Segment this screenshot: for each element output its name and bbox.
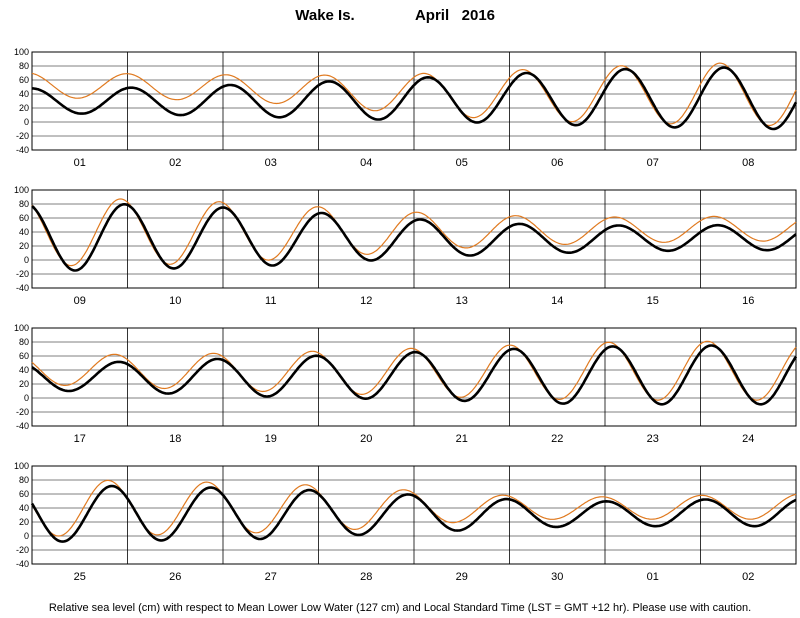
- day-label: 07: [647, 157, 659, 169]
- chart-footnote: Relative sea level (cm) with respect to …: [49, 602, 751, 614]
- y-tick-label: 60: [19, 489, 29, 499]
- day-label: 02: [742, 571, 754, 583]
- panel-1: 100 80 60 40 20 0 -20 -40 01 02 03 04 05 06 07 08: [14, 47, 798, 169]
- observed-line: [31, 62, 797, 127]
- y-tick-label: 0: [24, 255, 29, 265]
- y-tick-label: 100: [14, 185, 29, 195]
- y-tick-label: 40: [19, 503, 29, 513]
- y-tick-label: -40: [16, 421, 29, 431]
- day-label: 03: [265, 157, 277, 169]
- day-label: 01: [647, 571, 659, 583]
- predicted-line: [30, 484, 797, 543]
- y-tick-label: 100: [14, 47, 29, 57]
- day-label: 24: [742, 433, 754, 445]
- observed-line: [31, 340, 797, 401]
- y-tick-label: 20: [19, 103, 29, 113]
- day-label: 25: [74, 571, 86, 583]
- y-tick-label: 20: [19, 517, 29, 527]
- day-label: 09: [74, 295, 86, 307]
- y-tick-label: -20: [16, 131, 29, 141]
- panel-3: 100 80 60 40 20 0 -20 -40 17 18 19 20 21 22 23 24: [14, 323, 798, 445]
- day-label: 04: [360, 157, 372, 169]
- chart-title-period: April 2016: [415, 7, 495, 24]
- day-label: 15: [647, 295, 659, 307]
- y-tick-label: 40: [19, 365, 29, 375]
- y-tick-label: 0: [24, 117, 29, 127]
- predicted-line: [32, 66, 798, 131]
- y-tick-label: 60: [19, 213, 29, 223]
- day-label: 17: [74, 433, 86, 445]
- day-label: 20: [360, 433, 372, 445]
- y-tick-label: -40: [16, 283, 29, 293]
- y-tick-label: 0: [24, 393, 29, 403]
- day-label: 27: [265, 571, 277, 583]
- y-tick-label: 60: [19, 75, 29, 85]
- y-tick-label: 20: [19, 379, 29, 389]
- y-tick-label: 40: [19, 227, 29, 237]
- day-label: 23: [647, 433, 659, 445]
- day-label: 05: [456, 157, 468, 169]
- day-label: 14: [551, 295, 563, 307]
- day-label: 10: [169, 295, 181, 307]
- day-label: 26: [169, 571, 181, 583]
- day-label: 21: [456, 433, 468, 445]
- y-tick-label: 80: [19, 337, 29, 347]
- predicted-line: [31, 344, 798, 406]
- day-label: 18: [169, 433, 181, 445]
- y-tick-label: -40: [16, 559, 29, 569]
- y-tick-label: 80: [19, 61, 29, 71]
- day-label: 22: [551, 433, 563, 445]
- day-label: 12: [360, 295, 372, 307]
- day-label: 06: [551, 157, 563, 169]
- y-tick-label: 80: [19, 199, 29, 209]
- chart-title-station: Wake Is.: [295, 7, 354, 24]
- y-tick-label: -40: [16, 145, 29, 155]
- panel-2: 100 80 60 40 20 0 -20 -40 09 10 11 12 13 14 15 16: [14, 185, 797, 307]
- y-tick-label: 100: [14, 461, 29, 471]
- day-label: 13: [456, 295, 468, 307]
- y-tick-label: 60: [19, 351, 29, 361]
- day-label: 11: [265, 295, 276, 307]
- y-tick-label: 40: [19, 89, 29, 99]
- day-label: 16: [742, 295, 754, 307]
- y-tick-label: 80: [19, 475, 29, 485]
- y-tick-label: -20: [16, 545, 29, 555]
- y-tick-label: 20: [19, 241, 29, 251]
- day-label: 19: [265, 433, 277, 445]
- day-label: 08: [742, 157, 754, 169]
- panel-4: 100 80 60 40 20 0 -20 -40 25 26 27 28 29 30 01 02: [14, 461, 797, 583]
- day-label: 30: [551, 571, 563, 583]
- day-label: 02: [169, 157, 181, 169]
- y-tick-label: -20: [16, 269, 29, 279]
- day-label: 29: [456, 571, 468, 583]
- day-label: 01: [74, 157, 86, 169]
- observed-line: [31, 479, 797, 537]
- y-tick-label: -20: [16, 407, 29, 417]
- day-label: 28: [360, 571, 372, 583]
- y-tick-label: 100: [14, 323, 29, 333]
- y-tick-label: 0: [24, 531, 29, 541]
- predicted-line: [31, 203, 797, 272]
